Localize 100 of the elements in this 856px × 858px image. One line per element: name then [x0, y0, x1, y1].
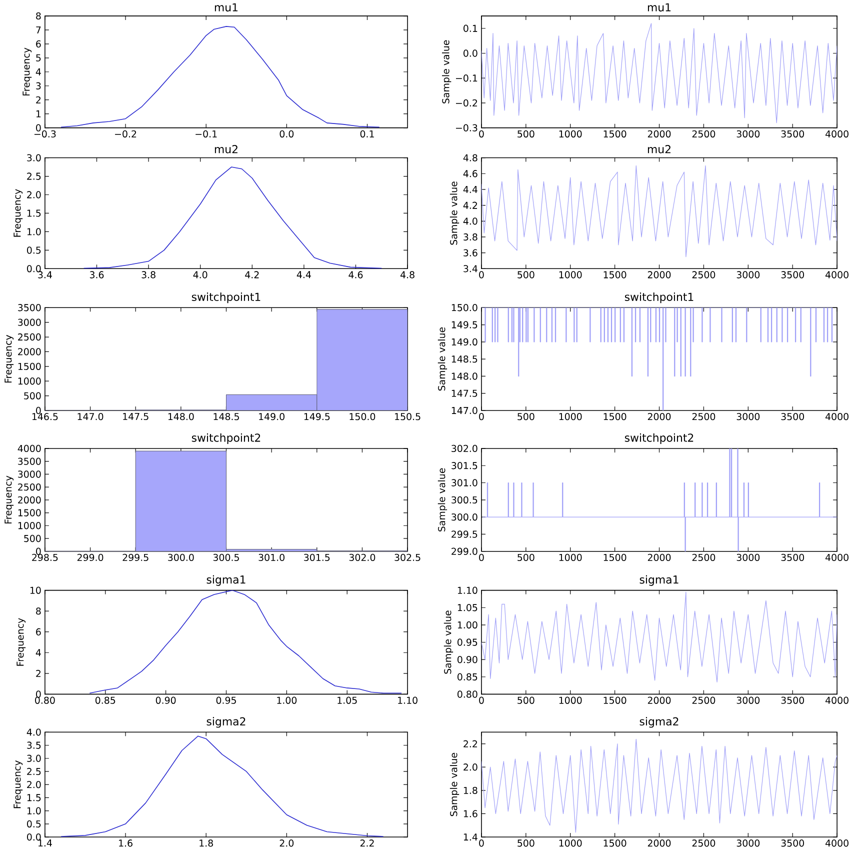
chart-title: switchpoint2: [192, 433, 260, 444]
y-tick-label: 2.2: [464, 740, 477, 748]
x-tick-label: 4000: [825, 696, 848, 704]
chart-title: sigma1: [640, 575, 678, 586]
x-tick-label: 2000: [648, 413, 671, 420]
y-axis-title: Sample value: [450, 752, 460, 816]
x-tick-label: 0.85: [95, 696, 116, 704]
x-tick-label: 2500: [692, 271, 716, 278]
y-tick-label: 1.5: [27, 210, 41, 217]
y-axis-title: Sample value: [438, 327, 448, 391]
y-tick-label: 2500: [18, 483, 41, 491]
line-series: [481, 738, 838, 833]
x-tick-label: 2500: [692, 130, 716, 138]
x-tick-label: 0: [479, 840, 484, 847]
y-axis-title: Sample value: [444, 610, 454, 674]
y-tick-label: 4: [36, 649, 41, 656]
x-tick-label: 3500: [781, 696, 804, 704]
line-series: [481, 592, 838, 682]
y-tick-label: 2.5: [27, 768, 41, 776]
y-tick-label: 2.0: [27, 781, 41, 788]
y-tick-label: 300.5: [452, 496, 478, 504]
y-axis-title: Frequency: [4, 476, 14, 524]
x-tick-label: 2500: [692, 696, 716, 704]
x-tick-label: 500: [518, 696, 534, 704]
y-tick-label: 148.5: [452, 355, 478, 363]
y-axis-title: Frequency: [4, 334, 14, 383]
x-tick-label: 2500: [692, 840, 716, 847]
x-tick-label: 3000: [736, 554, 760, 562]
x-tick-label: 4.4: [296, 271, 311, 278]
y-tick-label: 2.5: [27, 172, 41, 180]
x-tick-label: 1.8: [200, 840, 213, 847]
y-tick-label: 3: [36, 82, 41, 90]
y-tick-label: 301.0: [452, 479, 478, 486]
line-series: [89, 590, 402, 694]
x-tick-label: 2000: [648, 271, 671, 278]
y-tick-label: 0.90: [458, 656, 478, 664]
y-tick-label: 3000: [18, 470, 41, 478]
x-tick-label: 1500: [604, 840, 626, 847]
y-tick-label: 1500: [18, 509, 41, 516]
y-tick-label: 3.0: [27, 154, 41, 162]
x-tick-label: 3000: [736, 271, 760, 278]
x-tick-label: 1000: [559, 271, 582, 278]
chart-title: mu1: [648, 3, 671, 12]
y-tick-label: 299.0: [452, 548, 478, 555]
x-tick-label: 1500: [604, 130, 626, 138]
x-tick-label: 3.8: [142, 271, 156, 278]
y-tick-label: −0.2: [456, 99, 477, 107]
x-tick-label: 1.6: [119, 840, 132, 847]
y-tick-label: 302.0: [452, 444, 478, 452]
y-tick-label: 4.6: [463, 170, 478, 178]
y-tick-label: 3000: [18, 318, 41, 326]
y-tick-label: 5: [36, 54, 41, 62]
x-tick-label: 2000: [648, 554, 671, 562]
x-tick-label: 3000: [736, 413, 760, 420]
y-tick-label: 1.10: [458, 586, 478, 594]
chart-title: sigma2: [206, 717, 246, 728]
y-tick-label: 0.5: [27, 820, 41, 828]
x-tick-label: 2000: [648, 696, 671, 704]
y-tick-label: 4.4: [463, 186, 478, 193]
y-tick-label: 1.8: [464, 786, 478, 794]
x-tick-label: 2000: [648, 840, 671, 847]
x-tick-label: 500: [518, 840, 534, 847]
y-tick-label: 2: [36, 670, 40, 677]
x-tick-label: 150.0: [350, 413, 376, 420]
y-tick-label: 1.00: [458, 621, 478, 629]
chart-title: switchpoint2: [624, 433, 694, 444]
x-tick-label: 1000: [559, 696, 582, 704]
y-tick-label: 299.5: [452, 530, 478, 538]
x-tick-label: 1.05: [338, 696, 357, 704]
y-tick-label: 0: [36, 124, 41, 132]
y-tick-label: 3.4: [464, 265, 478, 272]
chart-title: switchpoint1: [624, 292, 694, 304]
y-tick-label: 1000: [18, 522, 41, 530]
y-tick-label: 1000: [18, 378, 41, 385]
x-tick-label: 4000: [825, 130, 848, 138]
x-tick-label: 2000: [648, 130, 671, 138]
y-tick-label: 0.0: [464, 50, 478, 57]
x-tick-label: 0.0: [280, 130, 294, 138]
x-tick-label: 3000: [736, 840, 760, 847]
y-axis-title: Frequency: [22, 48, 32, 96]
x-tick-label: 299.0: [77, 554, 104, 562]
y-tick-label: 2000: [18, 348, 41, 356]
y-tick-label: 3.0: [27, 754, 41, 762]
y-tick-label: 2500: [18, 333, 41, 341]
y-tick-label: 148.0: [452, 372, 478, 380]
x-tick-label: 0.1: [360, 130, 374, 138]
x-tick-label: 3500: [781, 271, 804, 278]
x-tick-label: 500: [518, 130, 534, 138]
y-tick-label: 1.5: [27, 794, 41, 802]
x-tick-label: 500: [518, 413, 534, 420]
x-tick-label: 1000: [559, 130, 582, 138]
y-tick-label: −0.1: [456, 74, 478, 82]
line-series: [481, 23, 838, 124]
y-axis-title: Frequency: [16, 618, 26, 666]
x-tick-label: 0: [479, 696, 484, 704]
y-tick-label: 500: [24, 534, 41, 542]
y-tick-label: 10: [30, 586, 41, 594]
y-tick-label: 3.8: [464, 233, 478, 241]
y-tick-label: 1.05: [458, 604, 478, 612]
x-tick-label: 1.00: [277, 696, 297, 704]
